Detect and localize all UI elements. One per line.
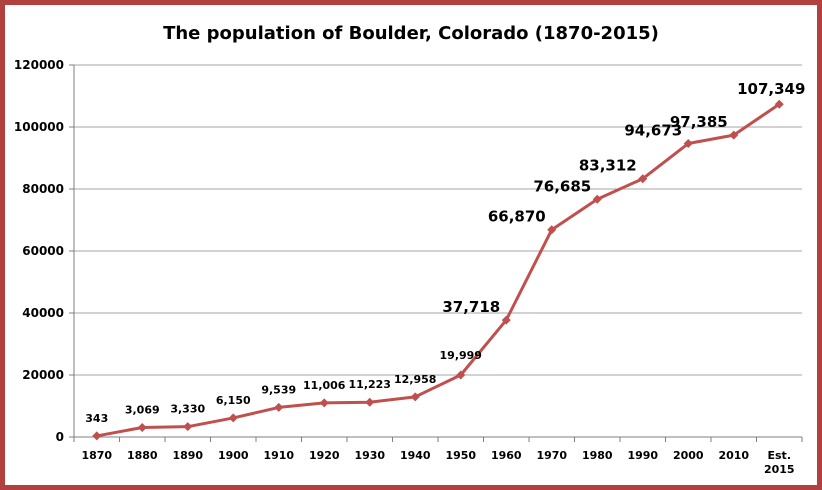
x-tick-label: 1990 (627, 449, 658, 462)
x-tick-label: 1880 (127, 449, 158, 462)
data-point-marker (774, 99, 784, 109)
data-point-marker (92, 431, 102, 441)
data-point-marker (729, 130, 739, 140)
data-label: 11,006 (303, 379, 346, 392)
x-tick-label: 1900 (218, 449, 249, 462)
x-tick-label: 1970 (536, 449, 567, 462)
data-point-marker (410, 392, 420, 402)
data-point-marker (456, 370, 466, 380)
y-tick-label: 20000 (22, 368, 64, 382)
x-tick-labels: 1870 1880 1890 1900 1910 1920 1930 1940 1950 1960… (81, 449, 794, 476)
y-tick-label: 40000 (22, 306, 64, 320)
y-tick-label: 120000 (14, 58, 64, 72)
data-label: 3,330 (170, 403, 205, 416)
y-tick-label: 100000 (14, 120, 64, 134)
data-point-marker (228, 413, 238, 423)
x-tick-label: 2010 (718, 449, 749, 462)
x-tick-label: 1940 (400, 449, 431, 462)
data-point-marker (137, 422, 147, 432)
data-point-marker (501, 315, 511, 325)
x-tick-label: 1870 (81, 449, 112, 462)
data-point-marker (183, 422, 193, 432)
data-label: 11,223 (349, 378, 391, 391)
data-markers (92, 99, 784, 441)
population-line (96, 102, 781, 438)
x-tick-label: Est. 2015 (764, 449, 795, 476)
data-label: 83,312 (579, 157, 637, 175)
axes (69, 64, 803, 442)
x-tick-label: 1930 (354, 449, 385, 462)
y-tick-label: 0 (56, 430, 64, 444)
data-label: 97,385 (670, 113, 728, 131)
data-label: 66,870 (488, 208, 546, 226)
data-point-marker (683, 139, 693, 149)
data-point-marker (547, 225, 557, 235)
x-tick-label: 2000 (673, 449, 704, 462)
series-line (96, 102, 781, 438)
x-tick-label: 1890 (172, 449, 203, 462)
data-label: 9,539 (261, 383, 296, 396)
data-point-marker (319, 398, 329, 408)
data-label: 3,069 (125, 403, 160, 416)
data-point-marker (365, 397, 375, 407)
x-tick-label: 1960 (491, 449, 522, 462)
data-label: 94,673 (624, 122, 682, 140)
y-tick-labels: 0 20000 40000 60000 80000 100000 120000 (14, 58, 64, 444)
chart-title: The population of Boulder, Colorado (187… (163, 23, 659, 44)
x-tick-label: 1980 (582, 449, 613, 462)
data-point-marker (592, 194, 602, 204)
data-point-marker (274, 402, 284, 412)
data-label: 107,349 (737, 80, 805, 98)
data-label: 76,685 (533, 177, 591, 195)
data-label: 6,150 (216, 394, 251, 407)
data-label: 343 (85, 412, 108, 425)
x-tick-label: 1950 (445, 449, 476, 462)
data-label: 12,958 (394, 373, 436, 386)
y-tick-label: 80000 (22, 182, 64, 196)
data-point-marker (638, 174, 648, 184)
x-tick-label: 1910 (263, 449, 294, 462)
y-tick-label: 60000 (22, 244, 64, 258)
data-label: 19,999 (440, 349, 482, 362)
gridlines (74, 64, 802, 376)
data-labels: 343 3,069 3,330 6,150 9,539 11,006 11,223 12,95… (85, 80, 805, 425)
x-tick-label: 1920 (309, 449, 340, 462)
data-label: 37,718 (442, 298, 500, 316)
